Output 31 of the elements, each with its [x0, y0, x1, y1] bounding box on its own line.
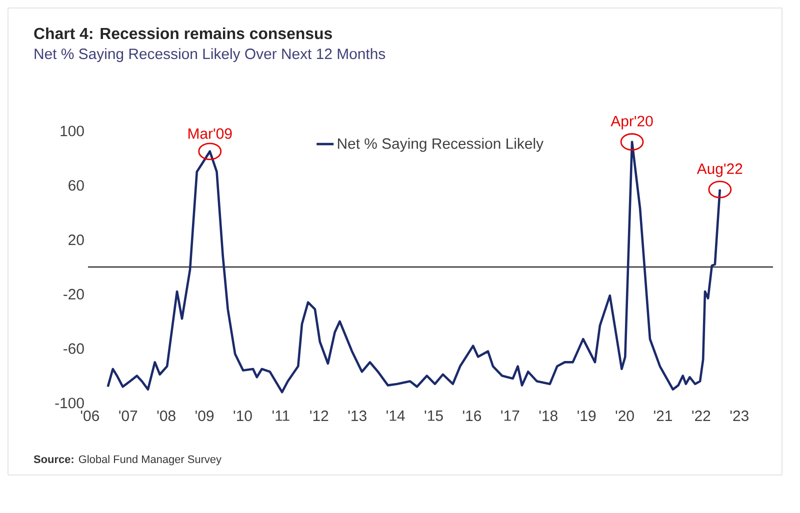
annotation: Aug'22 — [696, 163, 742, 177]
x-tick-label: '18 — [539, 410, 558, 422]
y-tick-label: -100 — [55, 398, 84, 408]
x-tick-label: '12 — [310, 410, 328, 421]
chart-subtitle: Net % Saying Recession Likely Over Next 12 Months — [34, 48, 386, 62]
x-tick-label: '08 — [157, 410, 176, 422]
x-tick-label: '13 — [348, 410, 366, 422]
x-tick-label: '06 — [80, 410, 99, 422]
x-tick-label: '09 — [196, 410, 214, 422]
annotation: Apr'20 — [610, 116, 653, 130]
legend-label: Net % Saying Recession Likely — [338, 138, 544, 152]
x-tick-label: '22 — [692, 410, 710, 421]
text: Source: Global Fund Manager Survey — [34, 455, 222, 466]
y-tick-label: 60 — [68, 180, 84, 191]
x-tick-label: '19 — [578, 410, 596, 422]
x-tick-label: '16 — [462, 410, 482, 422]
x-tick-label: '07 — [119, 410, 138, 422]
x-tick-label: '20 — [616, 410, 634, 422]
y-tick-label: -60 — [64, 343, 84, 354]
x-tick-label: '10 — [234, 410, 252, 422]
chart-title: Chart 4: Recession remains consensus — [34, 27, 332, 40]
annotation: Mar'09 — [188, 128, 232, 139]
x-tick-label: '15 — [424, 410, 443, 421]
x-tick-label: '23 — [730, 410, 748, 422]
y-tick-label: 20 — [68, 234, 84, 246]
y-tick-label: 100 — [60, 126, 84, 136]
x-tick-label: '11 — [272, 410, 290, 421]
y-tick-label: -20 — [64, 288, 84, 300]
x-tick-label: '21 — [654, 410, 672, 421]
x-tick-label: '17 — [501, 410, 520, 421]
x-tick-label: '14 — [386, 410, 405, 421]
